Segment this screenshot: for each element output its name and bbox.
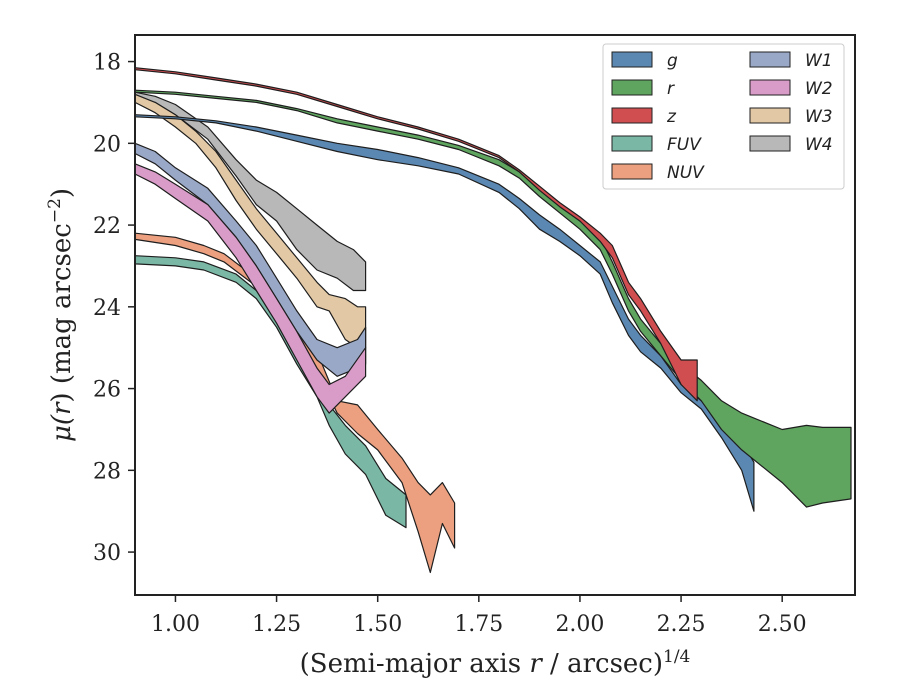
x-tick-label: 1.50 bbox=[353, 612, 402, 637]
legend-label-r: r bbox=[667, 79, 675, 99]
y-axis-ticks: 18 20 22 24 26 28 30 bbox=[93, 51, 135, 566]
legend-swatch-g bbox=[611, 51, 653, 68]
legend-swatch-w1 bbox=[749, 51, 791, 68]
x-tick-label: 1.75 bbox=[454, 612, 503, 637]
legend-swatch-w4 bbox=[749, 135, 791, 152]
series-layer bbox=[134, 67, 852, 574]
legend-swatch-r bbox=[611, 79, 653, 96]
y-tick-label: 22 bbox=[93, 214, 121, 239]
y-tick-label: 18 bbox=[93, 51, 121, 76]
x-tick-label: 2.50 bbox=[758, 612, 807, 637]
legend-label-nuv: NUV bbox=[667, 163, 705, 183]
legend-swatch-w2 bbox=[749, 79, 791, 96]
series-band-w2 bbox=[134, 163, 367, 414]
x-axis-label: (Semi-major axis r / arcsec)1/4 bbox=[300, 647, 691, 679]
legend-swatch-z bbox=[611, 107, 653, 124]
series-band-r bbox=[134, 89, 852, 508]
legend-swatch-fuv bbox=[611, 135, 653, 152]
x-tick-label: 1.25 bbox=[252, 612, 301, 637]
x-axis-ticks: 1.00 1.25 1.50 1.75 2.00 2.25 2.50 bbox=[151, 595, 807, 637]
y-tick-label: 30 bbox=[93, 541, 121, 566]
plot-frame bbox=[134, 34, 856, 596]
legend-swatch-nuv bbox=[611, 163, 653, 180]
y-tick-label: 26 bbox=[93, 378, 121, 403]
legend-label-w1: W1 bbox=[805, 51, 833, 71]
y-tick-label: 28 bbox=[93, 459, 121, 484]
series-band-z bbox=[134, 67, 698, 402]
x-tick-label: 2.00 bbox=[555, 612, 604, 637]
y-axis-label: μ(r) (mag arcsec−2) bbox=[45, 188, 77, 442]
legend-label-w2: W2 bbox=[805, 79, 833, 99]
legend-label-w3: W3 bbox=[805, 107, 833, 127]
legend: grz FUV NUV W1 W2 W3 W4 bbox=[602, 43, 845, 190]
y-tick-label: 20 bbox=[93, 132, 121, 157]
series-band-w4 bbox=[134, 91, 367, 292]
x-tick-label: 1.00 bbox=[151, 612, 200, 637]
series-band-g bbox=[134, 114, 755, 512]
x-tick-label: 2.25 bbox=[657, 612, 706, 637]
legend-label-z: z bbox=[666, 107, 677, 127]
legend-label-w4: W4 bbox=[805, 135, 833, 155]
legend-swatch-w3 bbox=[749, 107, 791, 124]
y-tick-label: 24 bbox=[93, 296, 121, 321]
legend-label-g: g bbox=[667, 51, 678, 71]
legend-label-fuv: FUV bbox=[667, 135, 702, 155]
